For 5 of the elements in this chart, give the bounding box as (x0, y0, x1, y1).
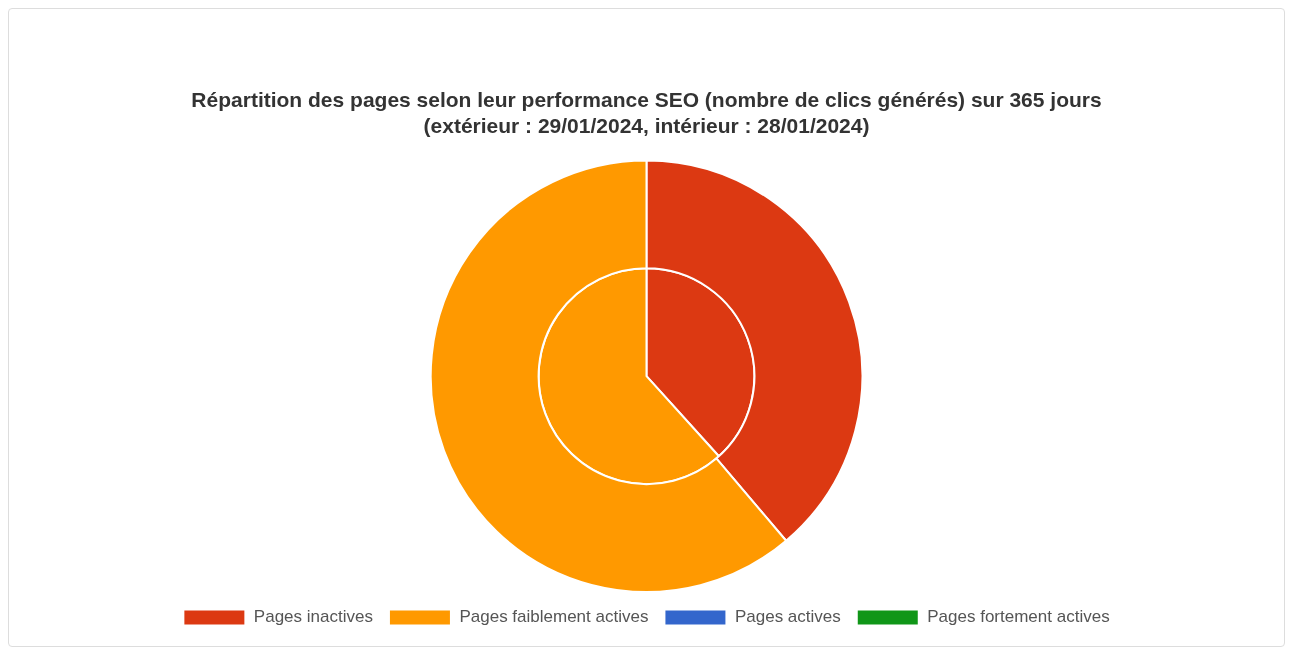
chart-title: Répartition des pages selon leur performance SEO (nombre de clics générés) sur 365 jours (extérieur : 29/01/2024, intérieur : 28/01/2024) (191, 88, 1102, 137)
legend-label: Pages faiblement actives (459, 607, 649, 627)
legend-label: Pages inactives (253, 607, 373, 627)
legend-label: Pages fortement actives (927, 607, 1110, 627)
legend-label: Pages actives (734, 607, 841, 627)
